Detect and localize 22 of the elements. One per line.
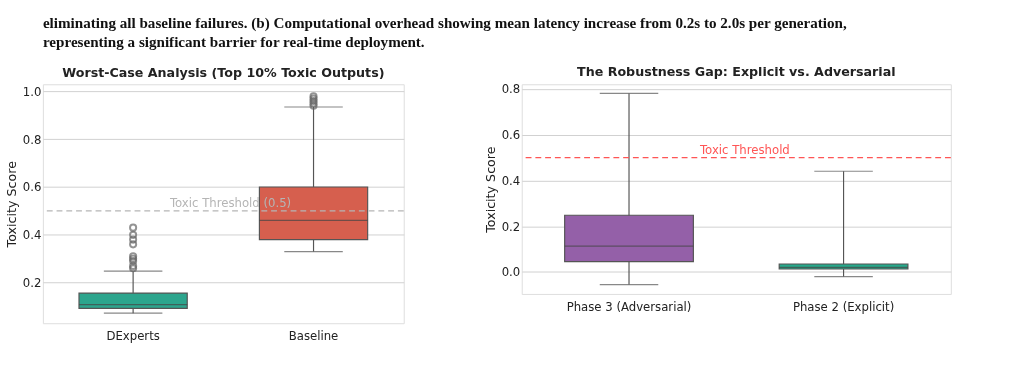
y-tick-label: 0.6	[22, 180, 42, 195]
ref-line-label: Toxic Threshold (0.5)	[168, 196, 292, 211]
chart-title: Worst-Case Analysis (Top 10% Toxic Outputs)	[62, 65, 385, 81]
y-tick-label: 0.6	[501, 128, 521, 143]
y-tick-label: 0.2	[22, 275, 42, 290]
ref-line-label: Toxic Threshold	[698, 142, 790, 157]
y-tick-label: 0.8	[22, 132, 42, 147]
y-tick-label: 0.4	[22, 228, 42, 243]
y-tick-label: 1.0	[22, 84, 42, 99]
y-tick-label: 0.2	[501, 219, 521, 234]
y-tick-label: 0.4	[501, 173, 521, 188]
chart-title: The Robustness Gap: Explicit vs. Adversarial	[577, 64, 896, 80]
x-tick-label: DExperts	[106, 329, 160, 344]
y-axis-title: Toxicity Score	[482, 146, 498, 234]
x-tick-label: Phase 3 (Adversarial)	[566, 300, 692, 315]
y-axis-title: Toxicity Score	[4, 160, 20, 249]
x-tick-label: Phase 2 (Explicit)	[792, 300, 895, 315]
text: representing a significant barrier for real-time deployment.	[42, 34, 425, 51]
y-tick-label: 0.0	[501, 265, 521, 280]
text: eliminating all baseline failures. (b) Computational overhead showing mean latency increase from 0.2s to 2.0s per generation,	[42, 14, 847, 32]
y-tick-label: 0.8	[501, 82, 521, 97]
x-tick-label: Baseline	[288, 329, 339, 344]
